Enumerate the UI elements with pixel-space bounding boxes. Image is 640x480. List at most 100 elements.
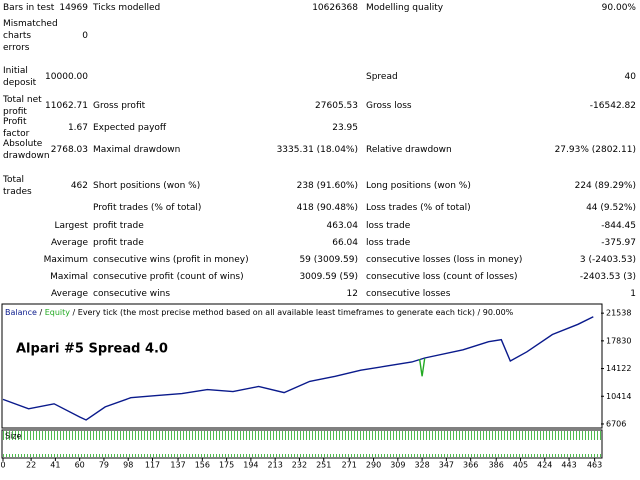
- x-tick-label: 309: [390, 461, 405, 470]
- cell-value: 23.95: [332, 123, 358, 133]
- cell-label: Gross loss: [366, 101, 412, 111]
- x-tick-label: 117: [145, 461, 160, 470]
- x-tick-label: 22: [26, 461, 36, 470]
- cell-value: 3009.59 (59): [299, 272, 358, 282]
- size-bars: [3, 431, 601, 457]
- cell-value: 59 (3009.59): [299, 255, 358, 265]
- cell-value: 224 (89.29%): [574, 181, 636, 191]
- report-table: Bars in test 14969 Ticks modelled 10626368 M…: [0, 1, 640, 301]
- x-tick-label: 271: [342, 461, 357, 470]
- report-row: Bars in test 14969 Ticks modelled 10626368 M…: [0, 1, 640, 15]
- x-tick-label: 60: [75, 461, 85, 470]
- cell-value: 27.93% (2802.11): [554, 145, 636, 155]
- cell-label: profit trade: [93, 238, 144, 248]
- x-tick-label: 347: [439, 461, 454, 470]
- cell-label: Expected payoff: [93, 123, 167, 133]
- cell-label: consecutive loss (count of losses): [366, 272, 518, 282]
- cell-value: 1: [630, 289, 636, 299]
- y-tick-label: 6706: [606, 419, 626, 428]
- cell-value: -2403.53 (3): [579, 272, 636, 282]
- cell-label: Absolute drawdown: [3, 139, 50, 161]
- cell-label: Average: [51, 238, 88, 248]
- chart: Size Alpari #5 Spread 4.0 Balance / Equi…: [0, 303, 631, 470]
- x-tick-label: 424: [537, 461, 552, 470]
- cell-value: 10000.00: [45, 72, 88, 82]
- x-tick-label: 463: [587, 461, 602, 470]
- cell-label: loss trade: [366, 221, 411, 231]
- report-row: Largest profit trade 463.04 loss trade -844.…: [0, 219, 640, 233]
- cell-label: Modelling quality: [366, 3, 444, 13]
- annotation: Alpari #5 Spread 4.0: [16, 342, 168, 357]
- legend-entry: Every tick (the most precise method base…: [78, 308, 475, 317]
- x-tick-label: 251: [316, 461, 331, 470]
- report-row: Profit trades (% of total) 418 (90.48%) Lo…: [0, 201, 640, 215]
- cell-value: 463.04: [326, 221, 359, 231]
- cell-label: Profit factor: [3, 117, 30, 139]
- y-tick-label: 10414: [606, 392, 631, 401]
- legend-entry: Equity: [45, 308, 71, 317]
- cell-value: 14969: [59, 3, 88, 13]
- report-row: Initial deposit 10000.00 Spread 40: [0, 64, 640, 90]
- x-tick-label: 98: [123, 461, 133, 470]
- cell-label: Spread: [366, 72, 398, 82]
- cell-value: 0: [82, 31, 88, 41]
- x-tick-label: 194: [243, 461, 258, 470]
- cell-value: -844.45: [601, 221, 636, 231]
- cell-label: consecutive losses (loss in money): [366, 255, 523, 265]
- cell-label: Largest: [54, 221, 88, 231]
- x-tick-label: 366: [463, 461, 478, 470]
- x-tick-label: 232: [292, 461, 307, 470]
- cell-label: Average: [51, 289, 88, 299]
- cell-label: loss trade: [366, 238, 411, 248]
- size-label: Size: [5, 432, 22, 441]
- report-row: Total net profit 11062.71 Gross profit 2760…: [0, 93, 640, 119]
- cell-value: 12: [346, 289, 358, 299]
- cell-value: 2768.03: [50, 145, 88, 155]
- cell-value: -16542.82: [589, 101, 636, 111]
- cell-label: Relative drawdown: [366, 145, 452, 155]
- cell-label: Short positions (won %): [93, 181, 201, 191]
- cell-label: Bars in test: [3, 3, 55, 13]
- cell-value: 11062.71: [45, 101, 88, 111]
- x-tick-label: 386: [489, 461, 504, 470]
- x-tick-label: 41: [50, 461, 60, 470]
- x-tick-label: 156: [195, 461, 210, 470]
- legend: Balance / Equity / Every tick (the most …: [5, 308, 514, 317]
- cell-label: Total trades: [3, 175, 32, 197]
- cell-label: consecutive profit (count of wins): [93, 272, 244, 282]
- cell-label: Maximum: [43, 255, 88, 265]
- cell-label: Maximal drawdown: [93, 145, 181, 155]
- x-tick-label: 290: [366, 461, 381, 470]
- cell-value: -375.97: [601, 238, 636, 248]
- x-tick-label: 137: [170, 461, 185, 470]
- cell-value: 44 (9.52%): [586, 203, 636, 213]
- cell-label: consecutive wins (profit in money): [93, 255, 249, 265]
- report-row: Average consecutive wins 12 consecutive los…: [0, 287, 640, 301]
- cell-value: 3 (-2403.53): [579, 255, 636, 265]
- x-tick-label: 175: [219, 461, 234, 470]
- y-tick-label: 14122: [606, 364, 631, 373]
- x-tick-label: 0: [0, 461, 5, 470]
- cell-label: Profit trades (% of total): [93, 203, 202, 213]
- cell-value: 10626368: [312, 3, 358, 13]
- y-tick-label: 21538: [606, 309, 631, 318]
- cell-value: 90.00%: [601, 3, 636, 13]
- x-tick-label: 213: [268, 461, 283, 470]
- x-tick-label: 328: [414, 461, 429, 470]
- cell-value: 3335.31 (18.04%): [276, 145, 358, 155]
- cell-value: 418 (90.48%): [296, 203, 358, 213]
- cell-label: consecutive losses: [366, 289, 451, 299]
- cell-label: Long positions (won %): [366, 181, 471, 191]
- y-tick-label: 17830: [606, 336, 631, 345]
- report-row: Total trades 462 Short positions (won %) 23…: [0, 173, 640, 199]
- cell-label: consecutive wins: [93, 289, 171, 299]
- series-line: [2, 316, 594, 421]
- report-row: Profit factor 1.67 Expected payoff 23.95: [0, 117, 640, 139]
- legend-entry: Balance: [5, 308, 37, 317]
- cell-label: profit trade: [93, 221, 144, 231]
- report-row: Maximum consecutive wins (profit in money…: [0, 253, 640, 267]
- x-tick-label: 79: [99, 461, 109, 470]
- cell-label: Loss trades (% of total): [366, 203, 471, 213]
- x-tick-label: 443: [561, 461, 576, 470]
- series-line: [418, 358, 426, 377]
